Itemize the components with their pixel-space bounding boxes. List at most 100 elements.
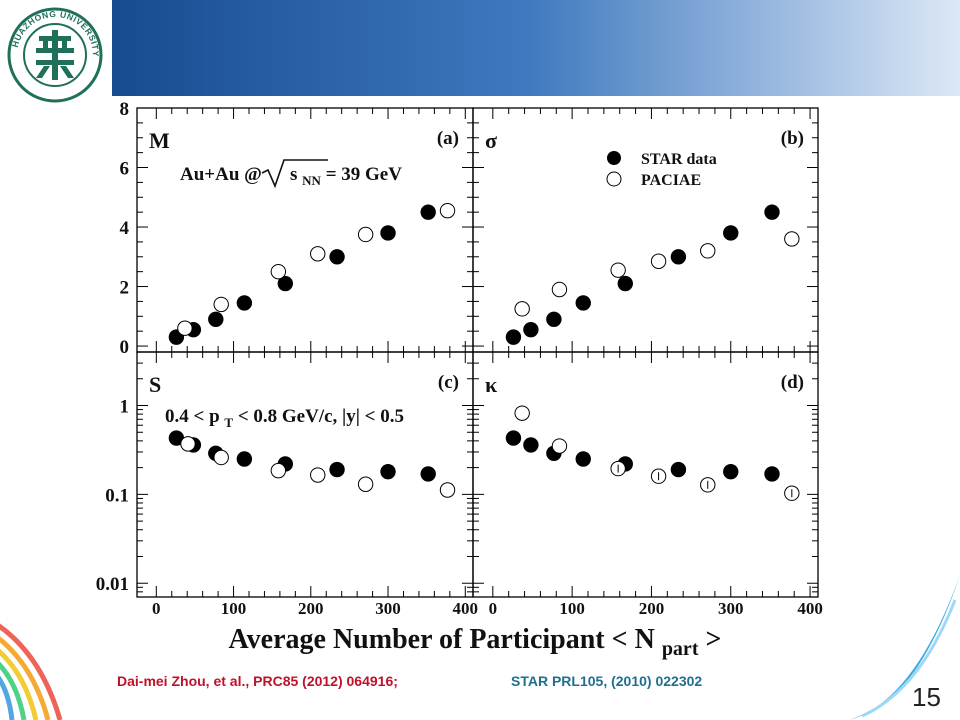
x-tick-label: 400 bbox=[797, 599, 823, 618]
star-data-point bbox=[236, 295, 253, 311]
sqrt-sign-icon bbox=[261, 159, 328, 189]
y-tick-label: 1 bbox=[120, 397, 130, 418]
paciae-point bbox=[310, 467, 326, 483]
panel-label: (d) bbox=[781, 372, 804, 393]
paciae-point bbox=[439, 482, 456, 498]
x-tick-label: 0 bbox=[152, 599, 161, 618]
cut-suffix: < 0.8 GeV/c, |y| < 0.5 bbox=[238, 406, 404, 427]
paciae-point bbox=[177, 320, 193, 336]
paciae-point bbox=[784, 231, 800, 247]
x-axis-title-main: Average Number of Participant < N bbox=[229, 624, 655, 655]
reference-star: STAR PRL105, (2010) 022302 bbox=[511, 673, 703, 689]
panel-a: 0 2 4 6 8M (a) bbox=[120, 99, 474, 358]
x-tick-label: 0 bbox=[489, 599, 498, 618]
star-data-point bbox=[523, 437, 539, 453]
panels-layer: 0 2 4 6 8M (a) σ (b) 0.01 0.1 1S (c) κ (d) bbox=[96, 99, 819, 598]
legend-paciae-marker bbox=[606, 171, 622, 187]
energy-value: = 39 GeV bbox=[326, 164, 403, 185]
cut-prefix: 0.4 < p bbox=[165, 406, 220, 427]
x-tick-label: 400 bbox=[453, 599, 479, 618]
paciae-point bbox=[610, 262, 626, 278]
sqrt-s-subscript: NN bbox=[302, 173, 321, 188]
cut-subscript: T bbox=[224, 415, 233, 430]
paciae-point bbox=[650, 253, 667, 269]
x-tick-label: 200 bbox=[639, 599, 665, 618]
sqrt-s: s NN = 39 GeV bbox=[290, 164, 402, 190]
star-data-point bbox=[670, 461, 687, 478]
system-prefix: Au+Au @ bbox=[180, 164, 262, 185]
paciae-point bbox=[551, 438, 568, 454]
x-axis-title-sub: part bbox=[662, 638, 699, 660]
x-tick-label: 200 bbox=[298, 599, 324, 618]
system-annotation: Au+Au @ bbox=[180, 164, 262, 185]
paciae-point bbox=[439, 202, 456, 219]
star-data-point bbox=[764, 204, 780, 220]
star-data-point bbox=[523, 321, 539, 338]
y-tick-label: 0.01 bbox=[96, 574, 129, 595]
paciae-point bbox=[213, 449, 229, 466]
star-data-point bbox=[723, 463, 739, 480]
panel-label: (b) bbox=[781, 128, 804, 149]
y-tick-label: 4 bbox=[120, 218, 130, 239]
paciae-point bbox=[310, 246, 326, 262]
panel-symbol: S bbox=[149, 372, 161, 397]
star-data-point bbox=[420, 466, 436, 482]
x-tick-label: 300 bbox=[375, 599, 401, 618]
panel-frame bbox=[472, 351, 819, 598]
x-axis-title-end: > bbox=[705, 624, 721, 655]
x-tick-label: 100 bbox=[221, 599, 247, 618]
panel-d: κ (d) bbox=[472, 351, 819, 598]
star-data-point bbox=[505, 329, 522, 345]
legend-star-label: STAR data bbox=[641, 151, 717, 168]
page-number: 15 bbox=[912, 682, 941, 712]
page-curl-icon bbox=[850, 575, 960, 720]
university-logo: HUAZHONG UNIVERSITY bbox=[7, 7, 103, 103]
y-tick-label: 2 bbox=[120, 278, 130, 299]
paciae-point bbox=[357, 476, 374, 492]
x-tick-labels: 0 100 200 300 400 0 100 200 300 400 bbox=[152, 599, 823, 618]
star-data-point bbox=[380, 225, 396, 241]
y-tick-label: 6 bbox=[120, 159, 130, 180]
x-tick-label: 300 bbox=[718, 599, 744, 618]
star-data-point bbox=[723, 225, 739, 241]
star-data-point bbox=[546, 311, 562, 327]
panel-label: (c) bbox=[438, 372, 459, 393]
panel-b: σ (b) bbox=[472, 107, 819, 353]
star-data-point bbox=[670, 249, 687, 265]
y-tick-label: 0 bbox=[120, 337, 130, 358]
legend-paciae-label: PACIAE bbox=[641, 172, 701, 189]
paciae-point bbox=[700, 243, 716, 259]
legend: STAR data PACIAE bbox=[606, 151, 717, 189]
paciae-point bbox=[551, 281, 568, 298]
star-data-point bbox=[764, 466, 780, 482]
panel-c: 0.01 0.1 1S (c) bbox=[96, 351, 474, 598]
kinematic-cut-annotation: 0.4 < p T < 0.8 GeV/c, |y| < 0.5 bbox=[165, 406, 404, 432]
x-tick-label: 100 bbox=[559, 599, 585, 618]
star-data-point bbox=[236, 451, 253, 467]
paciae-point bbox=[270, 263, 287, 280]
x-axis-title: Average Number of Participant < N part > bbox=[229, 624, 722, 662]
paciae-point bbox=[514, 405, 530, 421]
star-data-point bbox=[617, 275, 633, 292]
star-data-point bbox=[505, 430, 522, 446]
y-tick-label: 8 bbox=[120, 99, 130, 120]
reference-zhou: Dai-mei Zhou, et al., PRC85 (2012) 06491… bbox=[117, 673, 398, 689]
paciae-point bbox=[270, 462, 287, 479]
legend-star-marker bbox=[607, 151, 621, 165]
panel-symbol: κ bbox=[485, 372, 498, 397]
star-data-point bbox=[277, 275, 294, 292]
star-data-point bbox=[420, 204, 436, 220]
logo-emblem-icon bbox=[36, 30, 74, 80]
star-data-point bbox=[380, 463, 396, 480]
panel-symbol: M bbox=[149, 128, 170, 153]
star-data-point bbox=[575, 451, 591, 467]
paciae-point bbox=[180, 436, 196, 452]
panel-symbol: σ bbox=[485, 128, 497, 153]
star-data-point bbox=[329, 461, 345, 478]
sqrt-s-letter: s bbox=[290, 164, 297, 185]
panel-label: (a) bbox=[437, 128, 459, 149]
paciae-point bbox=[213, 296, 229, 313]
panel-frame bbox=[136, 107, 474, 353]
